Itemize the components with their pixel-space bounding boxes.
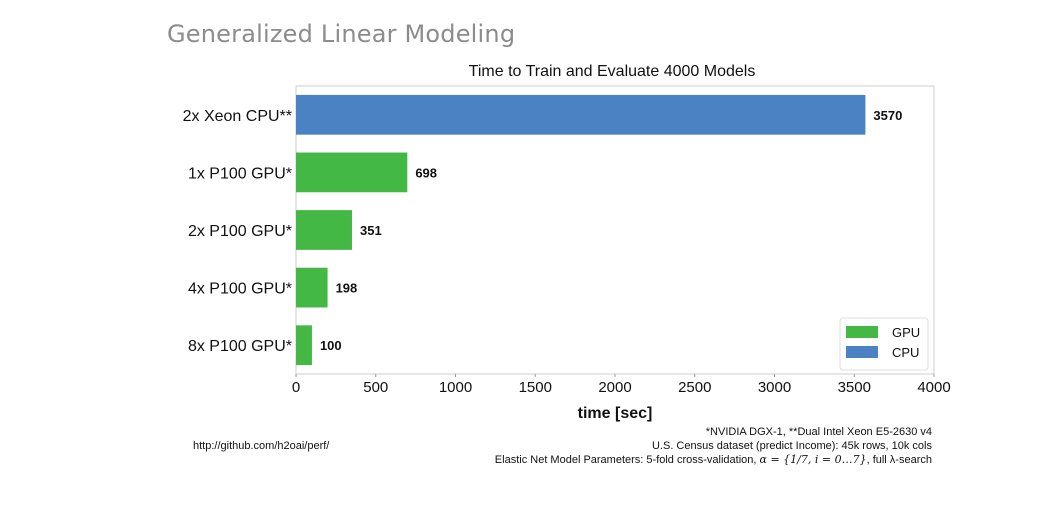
value-label: 351 bbox=[360, 223, 382, 238]
legend-swatch bbox=[846, 326, 878, 338]
x-axis-label: time [sec] bbox=[578, 405, 653, 422]
chart-title: Time to Train and Evaluate 4000 Models bbox=[469, 63, 756, 80]
x-tick-label: 2500 bbox=[678, 379, 711, 396]
x-tick-label: 1000 bbox=[439, 379, 472, 396]
bars-group: 2x Xeon CPU** 3570 1x P100 GPU* 698 2x P100 … bbox=[183, 94, 902, 366]
x-axis-ticks: 0 500 1000 1500 2000 2500 3000 3500 4000 bbox=[292, 374, 951, 396]
bar bbox=[296, 152, 408, 193]
footnote-parameters-suffix: , full λ-search bbox=[866, 454, 932, 466]
bar bbox=[296, 210, 352, 250]
slide-title: Generalized Linear Modeling bbox=[167, 20, 516, 48]
category-label: 8x P100 GPU* bbox=[188, 338, 292, 355]
footnote-hardware: *NVIDIA DGX-1, **Dual Intel Xeon E5-2630… bbox=[705, 426, 932, 438]
x-tick-label: 1500 bbox=[519, 379, 552, 396]
x-tick-label: 2000 bbox=[598, 379, 631, 396]
source-link[interactable]: http://github.com/h2oai/perf/ bbox=[193, 440, 330, 452]
x-tick-label: 3500 bbox=[838, 379, 871, 396]
legend-label: GPU bbox=[892, 325, 920, 340]
footnote-parameters-math: α = {1/7, i = 0…7} bbox=[759, 453, 867, 466]
x-tick-label: 0 bbox=[292, 379, 300, 396]
legend-label: CPU bbox=[892, 345, 919, 360]
category-label: 2x Xeon CPU** bbox=[183, 108, 292, 125]
value-label: 698 bbox=[415, 165, 437, 180]
x-tick-label: 4000 bbox=[917, 379, 950, 396]
value-label: 100 bbox=[320, 338, 342, 353]
footnote-parameters-prefix: Elastic Net Model Parameters: 5-fold cro… bbox=[494, 454, 760, 466]
footnote-dataset: U.S. Census dataset (predict Income): 45… bbox=[651, 440, 932, 452]
category-label: 4x P100 GPU* bbox=[188, 281, 292, 298]
legend: GPU CPU bbox=[839, 317, 929, 371]
x-tick-label: 3000 bbox=[758, 379, 791, 396]
footnotes: *NVIDIA DGX-1, **Dual Intel Xeon E5-2630… bbox=[495, 425, 932, 467]
category-label: 2x P100 GPU* bbox=[188, 223, 292, 240]
category-label: 1x P100 GPU* bbox=[188, 165, 292, 182]
footnote-parameters: Elastic Net Model Parameters: 5-fold cro… bbox=[495, 453, 932, 467]
bar bbox=[296, 325, 312, 366]
value-label: 3570 bbox=[873, 108, 902, 123]
x-tick-label: 500 bbox=[363, 379, 388, 396]
value-label: 198 bbox=[336, 281, 358, 296]
bar bbox=[296, 94, 866, 135]
bar bbox=[296, 267, 328, 308]
legend-swatch bbox=[846, 346, 878, 358]
